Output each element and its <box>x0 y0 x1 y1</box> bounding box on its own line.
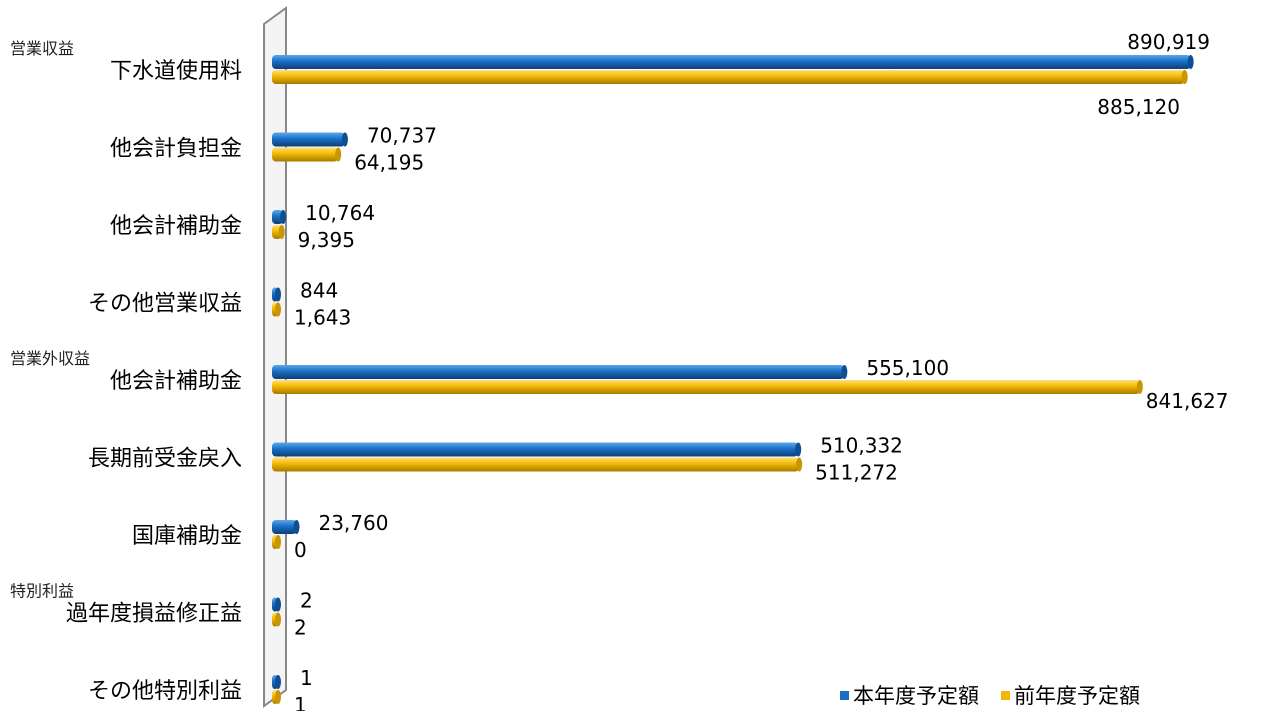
bar-current-year <box>272 55 1191 69</box>
category-label: その他営業収益 <box>88 292 242 317</box>
legend-label-current-year: 本年度予定額 <box>853 684 979 708</box>
data-label: 2 <box>294 616 307 640</box>
bar-previous-year <box>272 147 339 162</box>
category-label: 国庫補助金 <box>132 524 242 549</box>
data-label: 555,100 <box>866 356 949 380</box>
data-label: 2 <box>300 589 313 613</box>
category-label: 他会計補助金 <box>110 214 242 239</box>
category-label: 長期前受金戻入 <box>88 447 242 472</box>
bar-end-cap <box>280 210 287 224</box>
data-label: 844 <box>300 279 338 303</box>
bar-end-cap <box>275 287 281 302</box>
bar-end-cap <box>275 302 281 317</box>
bar-previous-year <box>272 380 1140 394</box>
legend-label-previous-year: 前年度予定額 <box>1014 684 1140 708</box>
legend-swatch-previous-year <box>1001 690 1010 700</box>
bar-end-cap <box>275 690 281 704</box>
legend-item-previous-year: 前年度予定額 <box>1001 680 1140 710</box>
category-label: 他会計補助金 <box>110 369 242 394</box>
data-label: 511,272 <box>815 461 898 485</box>
category-label: 他会計負担金 <box>110 137 242 162</box>
data-label: 9,395 <box>298 228 355 252</box>
data-label: 1,643 <box>294 306 351 330</box>
bar-current-year <box>272 210 284 224</box>
bar-end-cap <box>1181 70 1188 84</box>
category-label: 下水道使用料 <box>110 59 242 84</box>
bar-end-cap <box>1187 55 1194 69</box>
data-label: 1 <box>300 666 313 690</box>
data-label: 70,737 <box>367 124 437 148</box>
chart-legend: 本年度予定額 前年度予定額 <box>840 680 1140 710</box>
data-label: 10,764 <box>305 201 375 225</box>
bar-end-cap <box>1136 380 1143 394</box>
bar-current-year <box>272 132 345 147</box>
legend-swatch-current-year <box>840 690 849 700</box>
bar-end-cap <box>335 147 342 162</box>
category-group-label: 営業外収益 <box>10 349 90 368</box>
bar-end-cap <box>796 457 803 472</box>
category-label: 過年度損益修正益 <box>66 602 242 627</box>
bar-end-cap <box>278 225 285 239</box>
bar-end-cap <box>841 365 848 379</box>
category-label: その他特別利益 <box>88 679 242 704</box>
bar-end-cap <box>275 597 281 612</box>
data-label: 841,627 <box>1146 389 1229 413</box>
bar-previous-year <box>272 457 800 472</box>
category-group-label: 営業収益 <box>10 39 74 58</box>
data-label: 885,120 <box>1097 95 1180 119</box>
data-label: 890,919 <box>1127 30 1210 54</box>
data-label: 0 <box>294 538 307 562</box>
bar-end-cap <box>275 535 281 549</box>
bar-current-year <box>272 442 799 457</box>
data-label: 1 <box>294 693 307 711</box>
data-label: 64,195 <box>354 151 424 175</box>
bar-end-cap <box>795 442 802 457</box>
category-group-label: 特別利益 <box>10 582 74 601</box>
bar-end-cap <box>293 520 300 534</box>
bar-end-cap <box>341 132 348 147</box>
bar-current-year <box>272 365 845 379</box>
bar-current-year <box>272 520 297 534</box>
bar-previous-year <box>272 70 1185 84</box>
bar-end-cap <box>275 612 281 627</box>
data-label: 510,332 <box>820 434 903 458</box>
data-label: 23,760 <box>318 511 388 535</box>
legend-item-current-year: 本年度予定額 <box>840 680 979 710</box>
bar-end-cap <box>275 675 281 689</box>
